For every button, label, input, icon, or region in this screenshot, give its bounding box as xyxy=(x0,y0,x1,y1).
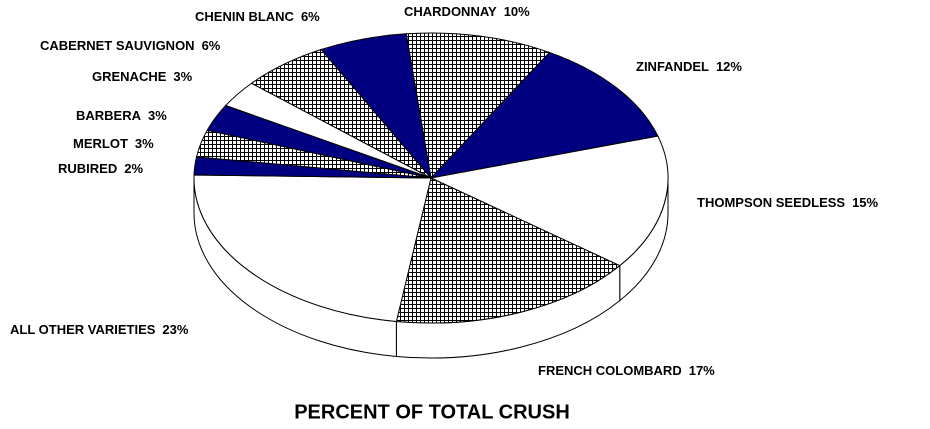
value-label: 6% xyxy=(202,38,221,53)
value-label: 17% xyxy=(689,363,715,378)
value-label: 15% xyxy=(852,195,878,210)
pie-slice xyxy=(395,177,621,324)
category-name: FRENCH COLOMBARD xyxy=(538,363,682,378)
category-name: BARBERA xyxy=(76,108,142,123)
category-name: THOMPSON SEEDLESS xyxy=(697,195,845,210)
slice-label: MERLOT 3% xyxy=(73,136,154,151)
category-name: ZINFANDEL xyxy=(636,59,709,74)
slice-label: CABERNET SAUVIGNON 6% xyxy=(40,38,221,53)
slice-label: ALL OTHER VARIETIES 23% xyxy=(10,322,189,337)
slice-label: BARBERA 3% xyxy=(76,108,167,123)
value-label: 3% xyxy=(173,69,192,84)
value-label: 6% xyxy=(301,9,320,24)
value-label: 12% xyxy=(716,59,742,74)
pie-slice xyxy=(193,174,432,322)
chart-title: PERCENT OF TOTAL CRUSH xyxy=(294,401,570,423)
slice-label: RUBIRED 2% xyxy=(58,161,143,176)
category-name: RUBIRED xyxy=(58,161,117,176)
category-name: MERLOT xyxy=(73,136,128,151)
category-name: GRENACHE xyxy=(92,69,167,84)
slice-label: THOMPSON SEEDLESS 15% xyxy=(697,195,879,210)
slice-label: CHENIN BLANC 6% xyxy=(195,9,320,24)
value-label: 23% xyxy=(162,322,188,337)
category-name: CABERNET SAUVIGNON xyxy=(40,38,195,53)
slice-label: ZINFANDEL 12% xyxy=(636,59,742,74)
pie-slice xyxy=(429,135,669,267)
value-label: 10% xyxy=(504,4,530,19)
category-name: CHENIN BLANC xyxy=(195,9,295,24)
value-label: 3% xyxy=(135,136,154,151)
pie-slice xyxy=(320,33,432,180)
pie-slice xyxy=(429,51,659,179)
category-name: ALL OTHER VARIETIES xyxy=(10,322,156,337)
slice-label: GRENACHE 3% xyxy=(92,69,193,84)
pie-slice xyxy=(405,32,551,180)
value-label: 3% xyxy=(148,108,167,123)
slice-label: CHARDONNAY 10% xyxy=(404,4,530,19)
category-name: CHARDONNAY xyxy=(404,4,497,19)
value-label: 2% xyxy=(124,161,143,176)
slice-label: FRENCH COLOMBARD 17% xyxy=(538,363,715,378)
